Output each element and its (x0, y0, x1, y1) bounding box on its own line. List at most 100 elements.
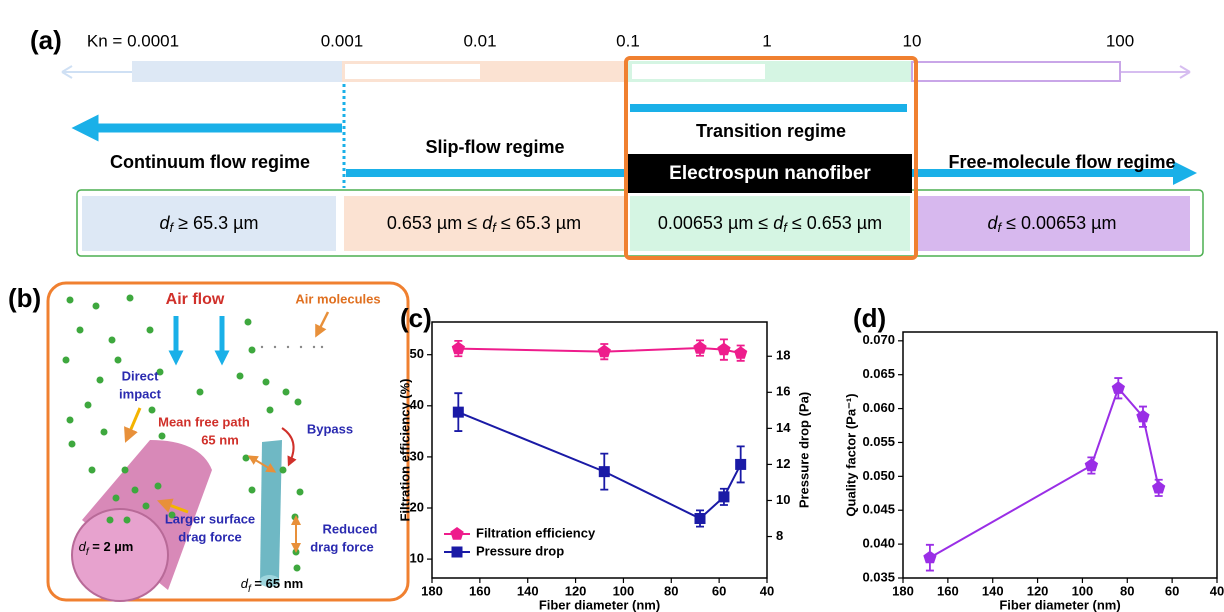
size-text: = 2 µm (89, 539, 134, 554)
x-tick-label: 80 (1120, 583, 1134, 598)
molecule (236, 372, 244, 380)
molecule (121, 466, 129, 474)
large-fiber (82, 440, 212, 590)
marker (1084, 458, 1099, 472)
molecule (260, 345, 264, 349)
size-text: = 65 nm (251, 576, 303, 591)
scale-band (911, 61, 1121, 82)
molecule (68, 440, 76, 448)
molecule (266, 406, 274, 414)
marker (694, 513, 706, 525)
kn-label: 0.01 (463, 31, 496, 50)
molecule (66, 416, 74, 424)
x-tick-label: 140 (982, 583, 1004, 598)
molecule (299, 345, 303, 349)
range-band (82, 196, 336, 251)
range-band (344, 196, 625, 251)
small-fiber-end (259, 575, 280, 587)
x-tick-label: 140 (517, 583, 539, 598)
x-tick-label: 120 (1027, 583, 1049, 598)
molecule (106, 516, 114, 524)
scale-band (632, 64, 765, 79)
marker (1152, 480, 1166, 494)
molecule (291, 513, 299, 521)
y-tick-label: 0.045 (862, 502, 895, 517)
x-tick-label: 120 (565, 583, 587, 598)
molecule (84, 401, 92, 409)
regime-label: Slip-flow regime (425, 137, 564, 157)
drag-label: Larger surface (165, 511, 255, 526)
y-tick-label: 50 (410, 346, 424, 361)
nanofiber-label: Electrospun nanofiber (669, 163, 871, 184)
scale-arrowhead (61, 65, 73, 79)
y2-tick-label: 12 (776, 456, 790, 471)
mfp-arrow (247, 455, 277, 473)
molecule (262, 378, 270, 386)
legend-marker (450, 527, 464, 540)
plot-frame (902, 331, 1218, 579)
molecule (286, 345, 290, 349)
range-label: 0.00653 µm ≤ df ≤ 0.653 µm (658, 213, 882, 236)
bypass-arrow (281, 427, 297, 467)
marker (717, 342, 731, 356)
molecule (66, 296, 74, 304)
series-line (929, 386, 1160, 559)
x-tick-label: 60 (712, 583, 726, 598)
direct-impact-label: impact (119, 386, 162, 401)
molecule (312, 345, 316, 349)
panel-label: (d) (853, 303, 886, 333)
x-tick-label: 160 (469, 583, 491, 598)
x-tick-label: 40 (760, 583, 774, 598)
marker (598, 466, 610, 478)
x-tick-label: 180 (892, 583, 914, 598)
range-label: df ≥ 65.3 µm (160, 213, 259, 236)
y-tick-label: 20 (410, 499, 424, 514)
marker (735, 458, 747, 470)
molecule (296, 488, 304, 496)
molecule (282, 388, 290, 396)
molecule (279, 466, 287, 474)
marker (452, 406, 464, 418)
y-tick-label: 0.050 (862, 468, 895, 483)
variable: d (773, 213, 784, 233)
y2-axis-label: Pressure drop (Pa) (796, 392, 811, 508)
y2-tick-label: 8 (776, 528, 783, 543)
subscript: f (248, 584, 252, 595)
molecule (126, 294, 134, 302)
marker (1111, 381, 1125, 394)
x-axis-label: Fiber diameter (nm) (539, 597, 660, 612)
legend-marker (451, 546, 463, 558)
y-tick-label: 0.040 (862, 536, 895, 551)
variable: d (482, 213, 493, 233)
molecule (320, 345, 324, 349)
molecule (146, 326, 154, 334)
y-tick-label: 40 (410, 397, 424, 412)
y-axis-label: Filtration efficiency (%) (397, 378, 412, 521)
bypass-label: Bypass (307, 421, 353, 436)
marker (597, 344, 611, 358)
kn-label: 1 (762, 31, 771, 50)
marker (923, 550, 937, 564)
kn-label: 0.001 (321, 31, 364, 50)
direct-impact-label: Direct (122, 368, 160, 383)
pointer-arrow (315, 311, 330, 338)
drag-label: Reduced (323, 521, 378, 536)
y2-tick-label: 18 (776, 348, 790, 363)
x-tick-label: 80 (664, 583, 678, 598)
y-tick-label: 10 (410, 551, 424, 566)
plot-frame (431, 321, 768, 579)
panel-label: (b) (8, 283, 41, 313)
marker (718, 491, 730, 503)
molecules (62, 294, 324, 572)
legend-label: Filtration efficiency (476, 525, 596, 540)
y-tick-label: 0.035 (862, 569, 895, 584)
scale-band (132, 61, 342, 82)
y2-tick-label: 16 (776, 384, 790, 399)
large-fiber-end (71, 508, 169, 602)
molecule (248, 486, 256, 494)
variable: d (241, 576, 249, 591)
subscript: f (783, 220, 788, 235)
variable: d (988, 213, 999, 233)
regime-label: Transition regime (696, 121, 846, 141)
molecule (114, 356, 122, 364)
